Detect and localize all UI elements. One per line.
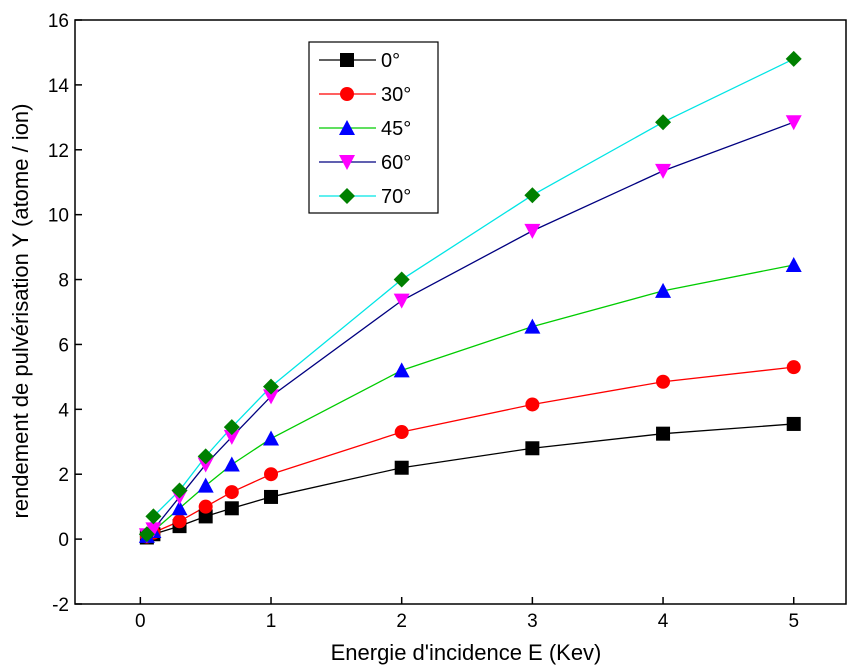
y-tick-label: 8 <box>58 271 69 292</box>
data-point <box>198 509 213 524</box>
data-point <box>264 467 279 482</box>
y-tick-label: 6 <box>58 335 69 356</box>
data-point <box>785 115 802 131</box>
data-point <box>394 460 409 475</box>
y-tick-label: 0 <box>58 530 69 551</box>
x-tick-label: 2 <box>396 611 407 632</box>
data-point <box>524 187 541 204</box>
series-line-3 <box>146 121 794 536</box>
series-line-0 <box>146 423 794 539</box>
data-point <box>223 456 240 472</box>
data-point <box>138 526 155 543</box>
x-axis-title: Energie d'incidence E (Kev) <box>331 640 602 665</box>
series-line-4 <box>146 58 795 535</box>
data-point <box>171 482 188 499</box>
y-tick-label: 10 <box>48 206 69 227</box>
legend-marker <box>340 53 354 67</box>
legend-marker <box>340 87 354 101</box>
data-point <box>525 397 540 412</box>
legend-label: 30° <box>381 84 411 106</box>
data-point <box>524 318 541 334</box>
x-tick-label: 3 <box>527 611 538 632</box>
y-tick-label: 16 <box>48 11 69 32</box>
data-point <box>223 429 240 445</box>
x-tick-label: 0 <box>135 611 146 632</box>
y-tick-label: 4 <box>58 400 69 421</box>
data-point <box>263 430 280 446</box>
legend-marker <box>339 155 355 170</box>
legend-label: 0° <box>381 50 400 72</box>
data-point <box>145 508 162 525</box>
legend-label: 60° <box>381 152 411 174</box>
legend: 0° 30° 45° 60° 70° <box>308 41 439 214</box>
plot-area-border <box>74 19 847 605</box>
data-point <box>264 489 279 504</box>
series-lines <box>146 58 795 539</box>
data-point <box>224 501 239 516</box>
data-point <box>656 374 671 389</box>
series-line-1 <box>146 366 794 538</box>
data-point <box>393 271 410 288</box>
data-point <box>524 223 541 239</box>
x-tick-label: 5 <box>788 611 799 632</box>
legend-marker <box>339 188 355 204</box>
series-markers <box>138 50 802 545</box>
data-point <box>224 485 239 500</box>
y-axis-title: rendement de pulvérisation Y (atome / io… <box>8 104 33 519</box>
y-tick-label: 12 <box>48 141 69 162</box>
data-point <box>223 419 240 436</box>
data-point <box>197 457 214 473</box>
legend-label: 70° <box>381 186 411 208</box>
data-point <box>172 514 187 529</box>
data-point <box>171 500 188 516</box>
x-tick-label: 4 <box>658 611 669 632</box>
data-point <box>786 416 801 431</box>
data-point <box>655 163 672 179</box>
legend-marker <box>339 120 355 135</box>
data-point <box>525 441 540 456</box>
series-line-2 <box>146 264 794 537</box>
data-point <box>197 448 214 465</box>
y-tick-label: 14 <box>48 76 70 97</box>
data-point <box>785 256 802 272</box>
plot-frame <box>74 19 847 605</box>
x-tick-label: 1 <box>266 611 277 632</box>
y-tick-label: 2 <box>58 465 69 486</box>
data-point <box>785 50 802 67</box>
data-point <box>656 426 671 441</box>
data-point <box>197 477 214 493</box>
data-point <box>198 499 213 514</box>
data-point <box>655 282 672 298</box>
data-point <box>263 378 280 395</box>
data-point <box>393 362 410 378</box>
legend-label: 45° <box>381 118 411 140</box>
data-point <box>786 360 801 375</box>
data-point <box>393 293 410 309</box>
y-tick-label: -2 <box>52 595 69 616</box>
data-point <box>655 114 672 131</box>
data-point <box>394 425 409 440</box>
data-point <box>145 522 162 538</box>
data-point <box>263 389 280 405</box>
